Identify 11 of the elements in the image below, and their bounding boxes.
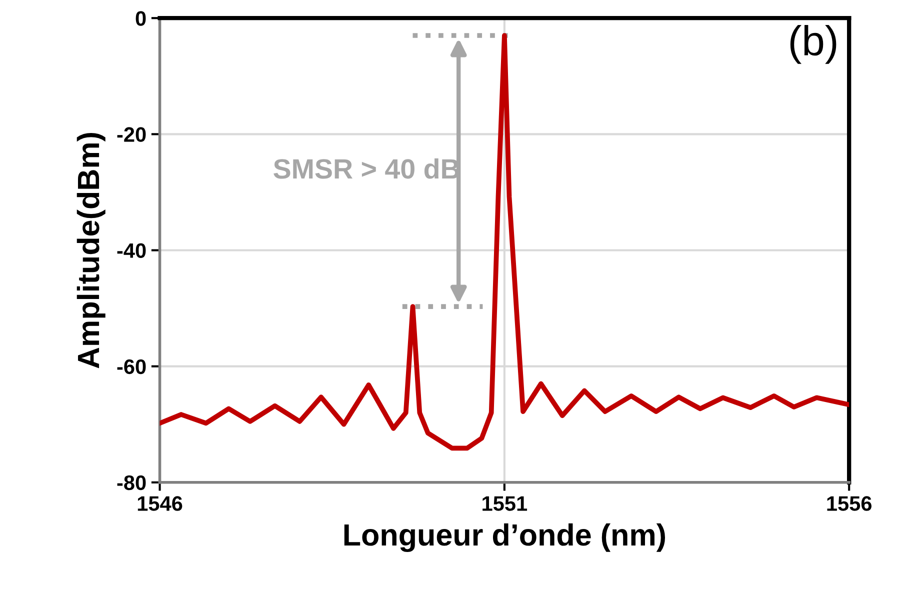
y-tick-label: 0 (136, 11, 146, 26)
x-tick-label: 1546 (138, 496, 182, 511)
y-tick-label: -40 (117, 243, 146, 258)
y-tick-label: -20 (117, 127, 146, 142)
y-tick-label: -80 (117, 475, 146, 490)
annotation: (b) (790, 25, 836, 64)
y-tick-label: -60 (117, 359, 146, 374)
x-tick-label: 1551 (482, 496, 528, 511)
y-axis-title: Amplitude(dBm) (76, 132, 106, 368)
x-tick-label: 1556 (827, 496, 872, 511)
x-axis-title: Longueur d’onde (nm) (344, 523, 666, 552)
